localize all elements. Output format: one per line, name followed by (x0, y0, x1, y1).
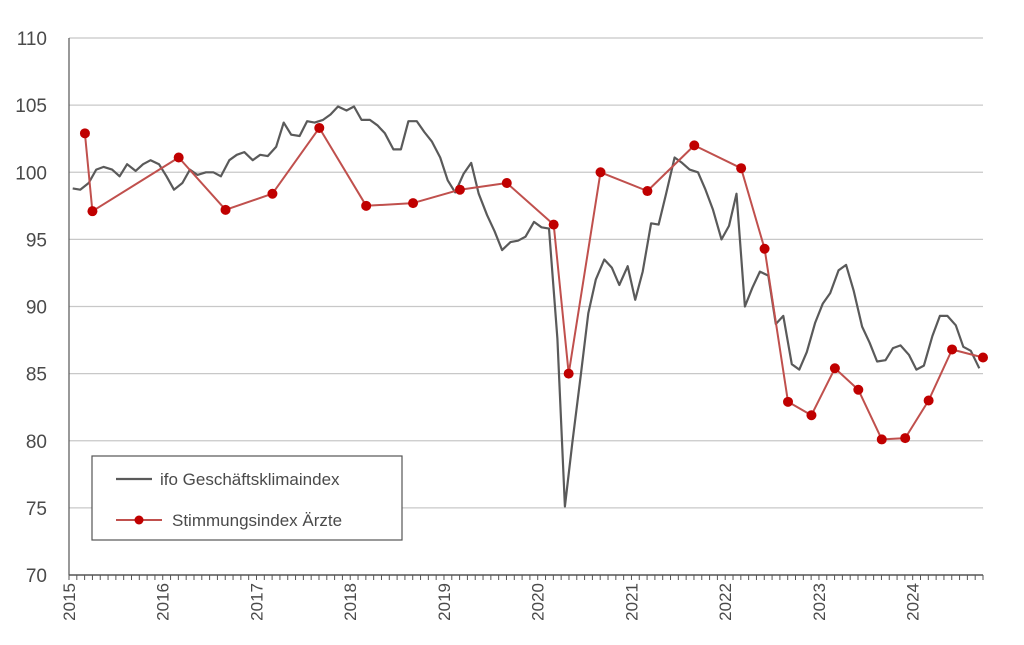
y-tick-label: 105 (15, 96, 47, 117)
data-point-aerzte (454, 184, 465, 195)
data-point-aerzte (220, 204, 231, 215)
legend: ifo Geschäftsklimaindex Stimmungsindex Ä… (91, 455, 403, 541)
x-tick-label: 2015 (60, 583, 79, 621)
data-point-aerzte (736, 163, 747, 174)
x-tick-label: 2016 (154, 583, 173, 621)
data-point-aerzte (408, 198, 419, 209)
legend-label-ifo: ifo Geschäftsklimaindex (160, 470, 340, 489)
y-axis-tick-labels: 70 75 80 85 90 95 100 105 110 (15, 29, 47, 587)
data-point-aerzte (923, 395, 934, 406)
series-lines (72, 105, 984, 508)
data-point-aerzte (595, 167, 606, 178)
x-tick-label: 2019 (435, 583, 454, 621)
data-point-aerzte (314, 122, 325, 133)
data-point-aerzte (79, 128, 90, 139)
y-tick-label: 70 (26, 566, 47, 587)
data-point-aerzte (267, 188, 278, 199)
data-point-aerzte (642, 186, 653, 197)
data-point-aerzte (759, 243, 770, 254)
data-point-aerzte (563, 368, 574, 379)
data-point-aerzte (87, 206, 98, 217)
data-point-aerzte (501, 177, 512, 188)
series-line-ifo (72, 105, 981, 508)
y-tick-label: 90 (26, 298, 47, 319)
gridlines (68, 37, 983, 575)
y-tick-label: 85 (26, 365, 47, 386)
series-line-aerzte (83, 126, 984, 441)
y-tick-label: 80 (26, 432, 47, 453)
legend-label-aerzte: Stimmungsindex Ärzte (172, 511, 342, 530)
data-point-aerzte (783, 396, 794, 407)
y-tick-label: 110 (17, 29, 47, 50)
data-point-aerzte (853, 384, 864, 395)
x-tick-label: 2023 (810, 583, 829, 621)
data-point-aerzte (548, 219, 559, 230)
data-point-aerzte (173, 152, 184, 163)
x-axis: 2015 2016 2017 2018 2019 2020 2021 2022 2023 2024 (60, 574, 984, 621)
x-tick-label: 2020 (529, 583, 548, 621)
data-point-aerzte (900, 433, 911, 444)
x-tick-label: 2017 (247, 583, 266, 621)
x-tick-label: 2018 (341, 583, 360, 621)
data-point-aerzte (876, 434, 887, 445)
legend-marker-aerzte (134, 515, 144, 525)
y-tick-label: 95 (26, 230, 47, 251)
legend-box (91, 455, 403, 541)
x-tick-label: 2021 (622, 583, 641, 621)
data-point-aerzte (689, 140, 700, 151)
data-point-aerzte (829, 363, 840, 374)
data-point-aerzte (361, 200, 372, 211)
data-point-aerzte (978, 352, 988, 363)
data-point-aerzte (806, 410, 817, 421)
data-point-aerzte (947, 344, 958, 355)
x-tick-label: 2024 (904, 583, 923, 621)
y-tick-label: 75 (26, 499, 47, 520)
x-tick-label: 2022 (716, 583, 735, 621)
series-markers (79, 122, 988, 445)
y-tick-label: 100 (15, 163, 47, 184)
